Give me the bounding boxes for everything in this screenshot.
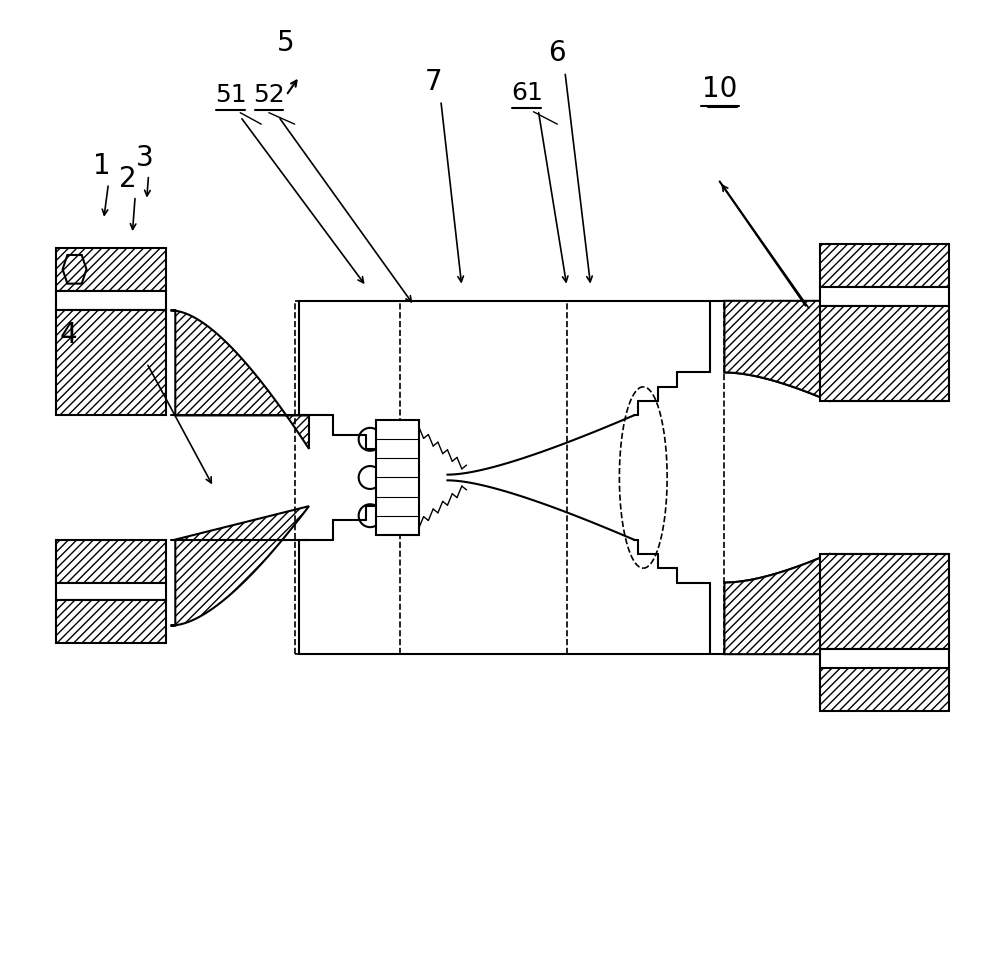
Text: 10: 10 — [702, 75, 737, 103]
Text: 1: 1 — [93, 152, 111, 180]
Bar — [820, 306, 949, 401]
Bar — [820, 668, 949, 711]
Text: 51: 51 — [215, 83, 247, 107]
Polygon shape — [171, 506, 309, 626]
Bar — [56, 248, 166, 291]
Bar — [820, 649, 949, 668]
Bar — [376, 420, 419, 535]
Bar — [56, 291, 166, 310]
Bar — [56, 540, 166, 583]
Bar — [820, 244, 949, 286]
Text: 4: 4 — [60, 321, 77, 349]
Circle shape — [359, 504, 382, 527]
Text: 61: 61 — [511, 81, 543, 105]
Bar — [820, 554, 949, 649]
Polygon shape — [724, 554, 829, 654]
Text: 52: 52 — [253, 83, 285, 107]
Text: 2: 2 — [119, 165, 136, 193]
Bar — [56, 600, 166, 643]
Circle shape — [359, 466, 382, 489]
Bar — [56, 583, 166, 600]
Text: 7: 7 — [424, 68, 442, 96]
Text: 5: 5 — [277, 30, 295, 57]
Bar — [820, 286, 949, 306]
Text: 6: 6 — [548, 39, 566, 67]
Polygon shape — [724, 301, 829, 401]
Circle shape — [359, 428, 382, 451]
Text: 3: 3 — [136, 144, 154, 172]
Polygon shape — [171, 310, 309, 449]
Bar — [56, 310, 166, 415]
